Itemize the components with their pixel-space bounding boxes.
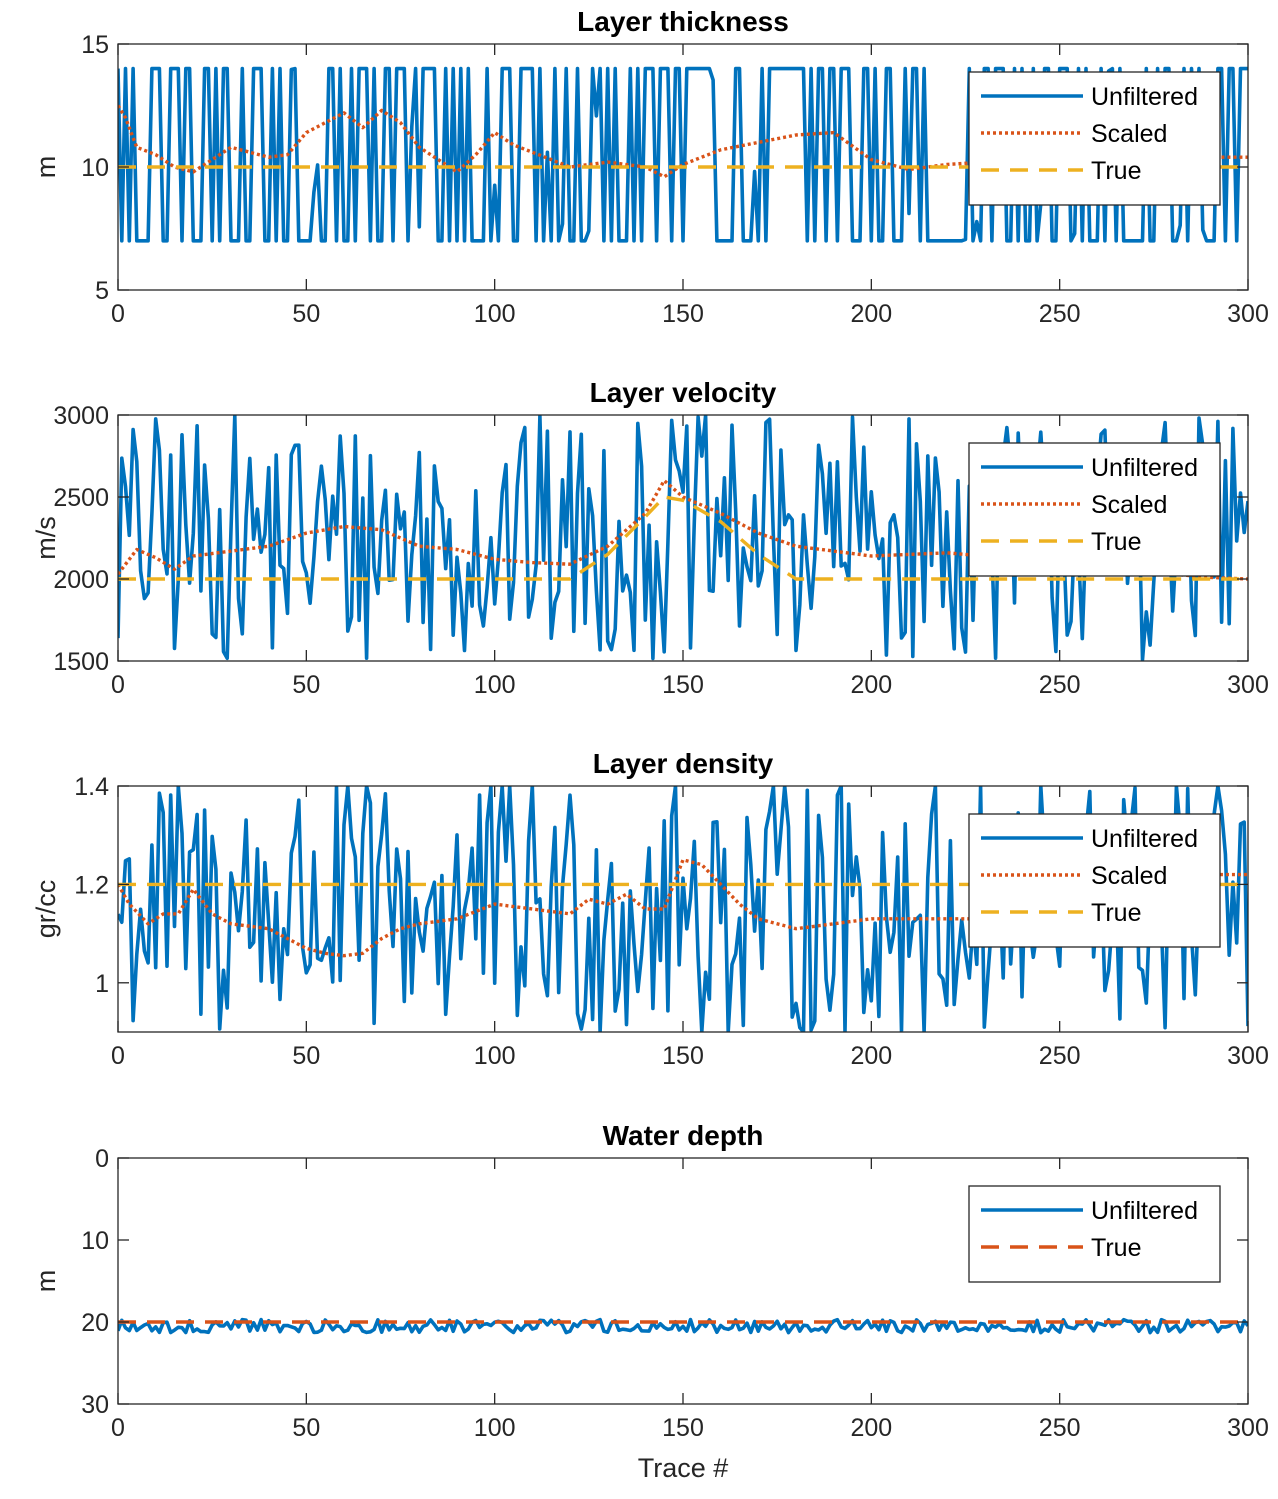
x-tick-label: 150 — [662, 671, 704, 699]
x-tick-label: 100 — [474, 671, 516, 699]
x-tick-label: 300 — [1227, 1414, 1269, 1442]
legend-label-true: True — [1091, 899, 1141, 927]
legend-box — [968, 442, 1221, 577]
x-tick-label: 150 — [662, 1414, 704, 1442]
x-tick-label: 250 — [1039, 1042, 1081, 1070]
legend-box — [968, 71, 1221, 206]
x-tick-label: 200 — [850, 1042, 892, 1070]
chart-title: Layer velocity — [590, 377, 777, 408]
y-axis-label: m — [31, 156, 61, 179]
legend-label-unfiltered: Unfiltered — [1091, 454, 1198, 482]
chart-title: Water depth — [603, 1120, 764, 1151]
legend-box — [968, 1185, 1221, 1283]
x-tick-label: 150 — [662, 300, 704, 328]
y-tick-label: 1500 — [53, 648, 109, 676]
y-axis-label: gr/cc — [31, 880, 61, 939]
x-tick-label: 250 — [1039, 300, 1081, 328]
chart-title: Layer density — [593, 748, 774, 779]
legend: Unfiltered True — [968, 1185, 1221, 1283]
legend-label-unfiltered: Unfiltered — [1091, 825, 1198, 853]
legend: Unfiltered Scaled True — [968, 813, 1221, 948]
legend-label-unfiltered: Unfiltered — [1091, 83, 1198, 111]
x-tick-label: 0 — [111, 1414, 125, 1442]
x-tick-label: 100 — [474, 1042, 516, 1070]
subplot-4: Water depth m Trace # 0 50 100 150 200 250 300 0 10… — [31, 1120, 1269, 1483]
x-tick-label: 200 — [850, 1414, 892, 1442]
y-tick-label: 0 — [95, 1145, 109, 1173]
x-tick-label: 300 — [1227, 671, 1269, 699]
x-tick-label: 0 — [111, 1042, 125, 1070]
legend-box — [968, 813, 1221, 948]
y-tick-label: 1 — [95, 970, 109, 998]
x-tick-label: 100 — [474, 300, 516, 328]
x-tick-label: 100 — [474, 1414, 516, 1442]
series-line-scaled — [118, 858, 1248, 958]
legend: Unfiltered Scaled True — [968, 442, 1221, 577]
legend-label-scaled: Scaled — [1091, 491, 1167, 519]
series-line-true — [118, 495, 1248, 581]
y-axis-label: m/s — [31, 516, 61, 560]
legend-label-true: True — [1091, 1234, 1141, 1262]
y-tick-label: 20 — [81, 1309, 109, 1337]
y-tick-label: 15 — [81, 31, 109, 59]
series-line-unfiltered — [118, 786, 1248, 1032]
legend-label-scaled: Scaled — [1091, 120, 1167, 148]
series-group — [118, 1317, 1248, 1335]
legend-label-scaled: Scaled — [1091, 862, 1167, 890]
legend-label-true: True — [1091, 157, 1141, 185]
y-tick-label: 5 — [95, 277, 109, 305]
x-tick-label: 200 — [850, 300, 892, 328]
y-tick-label: 10 — [81, 154, 109, 182]
y-tick-label: 10 — [81, 1227, 109, 1255]
x-tick-label: 250 — [1039, 671, 1081, 699]
x-tick-label: 150 — [662, 1042, 704, 1070]
x-tick-label: 0 — [111, 671, 125, 699]
y-tick-label: 2500 — [53, 484, 109, 512]
y-tick-label: 2000 — [53, 566, 109, 594]
series-line-unfiltered — [118, 66, 1248, 243]
legend-label-unfiltered: Unfiltered — [1091, 1197, 1198, 1225]
subplot-3: Layer density gr/cc 0 50 100 150 200 250 300 1 1.2… — [31, 748, 1269, 1070]
chart-title: Layer thickness — [577, 6, 789, 37]
legend: Unfiltered Scaled True — [968, 71, 1221, 206]
x-tick-label: 200 — [850, 671, 892, 699]
x-axis-label: Trace # — [638, 1453, 729, 1483]
subplot-2: Layer velocity m/s 0 50 100 150 200 250 300 1500 2… — [31, 377, 1269, 699]
x-tick-label: 50 — [292, 300, 320, 328]
x-tick-label: 300 — [1227, 1042, 1269, 1070]
x-tick-label: 50 — [292, 671, 320, 699]
y-tick-label: 30 — [81, 1391, 109, 1419]
y-axis-label: m — [31, 1270, 61, 1293]
y-tick-label: 1.4 — [74, 773, 109, 801]
x-tick-label: 300 — [1227, 300, 1269, 328]
subplot-1: Layer thickness m 0 50 100 150 200 250 300 5 10 15 U… — [31, 6, 1269, 328]
x-tick-label: 250 — [1039, 1414, 1081, 1442]
y-tick-label: 1.2 — [74, 871, 109, 899]
legend-label-true: True — [1091, 528, 1141, 556]
x-tick-label: 50 — [292, 1042, 320, 1070]
y-tick-label: 3000 — [53, 402, 109, 430]
x-tick-label: 0 — [111, 300, 125, 328]
x-tick-label: 50 — [292, 1414, 320, 1442]
